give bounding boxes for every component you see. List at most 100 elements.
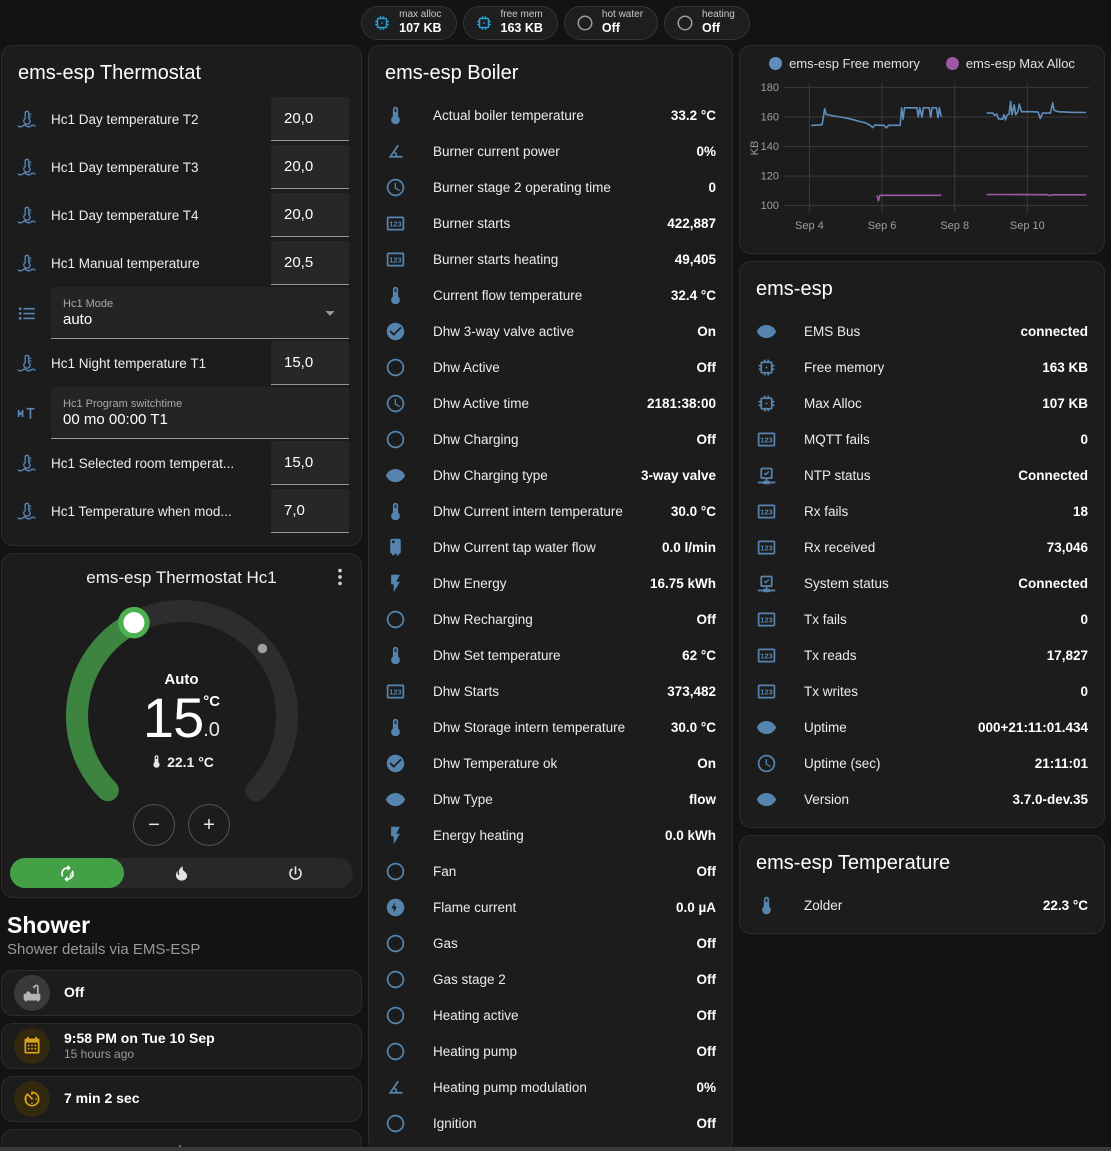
- decrease-temp-button[interactable]: −: [133, 804, 175, 846]
- mode-button[interactable]: [239, 858, 353, 888]
- entity-label: Burner stage 2 operating time: [433, 179, 611, 195]
- thermostat-dial-card: ems-esp Thermostat Hc1 Auto 15 °C: [1, 553, 362, 898]
- entity-row[interactable]: Uptime 000+21:11:01.434: [740, 709, 1104, 745]
- entity-value: 373,482: [667, 683, 716, 699]
- mode-button[interactable]: [124, 858, 238, 888]
- badge-label: free mem: [500, 9, 543, 20]
- entity-row[interactable]: Gas Off: [369, 925, 732, 961]
- entity-row[interactable]: System status Connected: [740, 565, 1104, 601]
- entity-row[interactable]: Actual boiler temperature 33.2 °C: [369, 97, 732, 133]
- entity-row[interactable]: 123 Tx writes 0: [740, 673, 1104, 709]
- status-badge[interactable]: heating Off: [664, 5, 750, 40]
- number-value: 20,0: [284, 206, 314, 223]
- entity-row[interactable]: 123 Rx received 73,046: [740, 529, 1104, 565]
- entity-row[interactable]: Gas stage 2 Off: [369, 961, 732, 997]
- svg-text:Sep 6: Sep 6: [868, 220, 897, 232]
- entity-label: Dhw Starts: [433, 683, 500, 699]
- entity-row[interactable]: Heating pump Off: [369, 1033, 732, 1069]
- entity-row[interactable]: Dhw Active time 2181:38:00: [369, 385, 732, 421]
- chip-icon: [375, 15, 389, 30]
- entity-row[interactable]: Free memory 163 KB: [740, 349, 1104, 385]
- dial-active-arc: [65, 611, 145, 802]
- number-input[interactable]: 20,0: [271, 145, 349, 189]
- entity-row[interactable]: 123 Tx reads 17,827: [740, 637, 1104, 673]
- shower-entity-card[interactable]: 9:58 PM on Tue 10 Sep 15 hours ago: [1, 1023, 362, 1069]
- status-badge[interactable]: max alloc 107 KB: [361, 5, 457, 40]
- flash-icon: [391, 826, 400, 844]
- chip-icon: [758, 359, 775, 375]
- dial-knob[interactable]: [117, 606, 150, 639]
- entity-row[interactable]: 123 Dhw Starts 373,482: [369, 673, 732, 709]
- entity-row[interactable]: Current flow temperature 32.4 °C: [369, 277, 732, 313]
- number-input[interactable]: 7,0: [271, 489, 349, 533]
- entity-row[interactable]: Fan Off: [369, 853, 732, 889]
- entity-row[interactable]: EMS Bus connected: [740, 313, 1104, 349]
- entity-row[interactable]: Heating active Off: [369, 997, 732, 1033]
- status-badge[interactable]: free mem 163 KB: [462, 5, 558, 40]
- memory-history-chart[interactable]: 100 120 140 160 180 Sep 4 Sep 6 Sep 8 Sep 10 KB: [748, 75, 1096, 247]
- entity-row[interactable]: Max Alloc 107 KB: [740, 385, 1104, 421]
- number-input[interactable]: 15,0: [271, 441, 349, 485]
- entity-row[interactable]: Dhw Set temperature 62 °C: [369, 637, 732, 673]
- thermostat-dial[interactable]: [56, 590, 308, 842]
- entity-row[interactable]: Burner stage 2 operating time 0: [369, 169, 732, 205]
- entity-row[interactable]: Dhw Temperature ok On: [369, 745, 732, 781]
- entity-row[interactable]: Zolder 22.3 °C: [740, 887, 1104, 923]
- entity-row[interactable]: 123 Burner starts heating 49,405: [369, 241, 732, 277]
- entity-row[interactable]: Version 3.7.0-dev.35: [740, 781, 1104, 817]
- thermometer-water-icon: [17, 502, 36, 520]
- mode-select[interactable]: Hc1 Mode auto: [51, 287, 349, 339]
- shower-entity-card[interactable]: 7 min 2 sec: [1, 1076, 362, 1122]
- increase-temp-button[interactable]: +: [188, 804, 230, 846]
- entity-value: 0.0 l/min: [661, 539, 716, 555]
- number-input[interactable]: 20,0: [271, 193, 349, 237]
- entity-value: 0: [1080, 683, 1088, 699]
- eye-icon: [756, 720, 777, 734]
- entity-row[interactable]: 123 Rx fails 18: [740, 493, 1104, 529]
- number-input[interactable]: 20,0: [271, 97, 349, 141]
- entity-row[interactable]: Heating pump modulation 0%: [369, 1069, 732, 1105]
- entity-row[interactable]: Dhw Active Off: [369, 349, 732, 385]
- svg-text:A: A: [69, 872, 74, 879]
- menu-button[interactable]: [329, 566, 351, 588]
- entity-value: 32.4 °C: [670, 287, 716, 303]
- entity-row[interactable]: Uptime (sec) 21:11:01: [740, 745, 1104, 781]
- thermometer-icon: [391, 502, 400, 520]
- status-badge[interactable]: hot water Off: [563, 5, 659, 40]
- entity-row[interactable]: Dhw Recharging Off: [369, 601, 732, 637]
- legend-item[interactable]: ems-esp Max Alloc: [945, 56, 1075, 71]
- entity-row[interactable]: Dhw Energy 16.75 kWh: [369, 565, 732, 601]
- text-input[interactable]: Hc1 Program switchtime 00 mo 00:00 T1: [51, 387, 349, 439]
- thermometer-water-icon: [17, 158, 36, 176]
- entity-label: EMS Bus: [804, 323, 861, 339]
- number-input[interactable]: 15,0: [271, 341, 349, 385]
- entity-row[interactable]: NTP status Connected: [740, 457, 1104, 493]
- entity-row[interactable]: Dhw Current intern temperature 30.0 °C: [369, 493, 732, 529]
- dots-vertical-icon: [338, 568, 342, 586]
- legend-item[interactable]: ems-esp Free memory: [769, 56, 920, 71]
- boiler-card: ems-esp Boiler Actual boiler temperature…: [368, 45, 733, 1151]
- mode-button[interactable]: A: [10, 858, 125, 888]
- network-check-icon: [757, 467, 776, 484]
- entity-label: Uptime (sec): [804, 755, 881, 771]
- entity-row[interactable]: 123 Tx fails 0: [740, 601, 1104, 637]
- entity-row[interactable]: Burner current power 0%: [369, 133, 732, 169]
- angle-acute-icon: [388, 144, 403, 158]
- entity-row[interactable]: Dhw 3-way valve active On: [369, 313, 732, 349]
- entity-value: 21:11:01: [1034, 755, 1088, 771]
- entity-row[interactable]: Energy heating 0.0 kWh: [369, 817, 732, 853]
- entity-row[interactable]: Dhw Charging type 3-way valve: [369, 457, 732, 493]
- entity-row[interactable]: Dhw Current tap water flow 0.0 l/min: [369, 529, 732, 565]
- entity-row[interactable]: Flame current 0.0 µA: [369, 889, 732, 925]
- entity-row[interactable]: Dhw Storage intern temperature 30.0 °C: [369, 709, 732, 745]
- shower-entity-card[interactable]: Off: [1, 970, 362, 1016]
- number-value: 15,0: [284, 354, 314, 371]
- entity-row[interactable]: Dhw Charging Off: [369, 421, 732, 457]
- entity-row[interactable]: Dhw Type flow: [369, 781, 732, 817]
- shower-section-subtitle: Shower details via EMS-ESP: [7, 941, 201, 958]
- entity-row[interactable]: 123 MQTT fails 0: [740, 421, 1104, 457]
- number-input[interactable]: 20,5: [271, 241, 349, 285]
- entity-row[interactable]: 123 Burner starts 422,887: [369, 205, 732, 241]
- entity-row[interactable]: Ignition Off: [369, 1105, 732, 1141]
- entity-value: 49,405: [674, 251, 716, 267]
